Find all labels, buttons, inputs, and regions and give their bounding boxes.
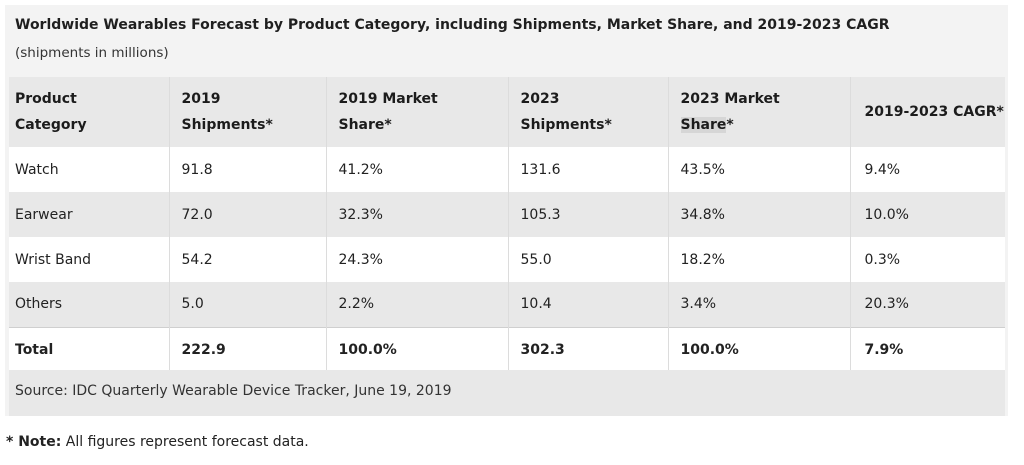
cell-2019-share: 41.2% xyxy=(325,147,508,192)
header-line: Category xyxy=(15,117,87,133)
cell-2019-share: 100.0% xyxy=(325,326,508,372)
header-line: Product xyxy=(15,91,77,107)
header-line: 2023 xyxy=(520,91,560,107)
cell-cagr: 20.3% xyxy=(849,282,1005,327)
header-2019-market-share: 2019 Market Share* xyxy=(325,77,508,147)
cell-category: Watch xyxy=(15,161,59,178)
header-line: 2019 Market xyxy=(338,91,438,107)
cell-2023-share: 100.0% xyxy=(667,326,850,372)
cell-2019-shipments: 54.2 xyxy=(168,237,326,282)
cell-cagr: 10.0% xyxy=(849,192,1005,237)
cell-2023-shipments: 302.3 xyxy=(507,326,668,372)
cell-2023-share: 3.4% xyxy=(667,282,850,327)
source-text: Source: IDC Quarterly Wearable Device Tr… xyxy=(15,383,452,399)
note-text: All figures represent forecast data. xyxy=(61,434,309,450)
table-row: Earwear 72.0 32.3% 105.3 34.8% 10.0% xyxy=(9,192,1005,237)
highlighted-text: Share xyxy=(680,117,727,133)
cell-2023-shipments: 55.0 xyxy=(507,237,668,282)
header-2019-shipments: 2019 Shipments* xyxy=(168,77,326,147)
source-band xyxy=(9,370,1005,416)
table-subtitle: (shipments in millions) xyxy=(15,45,169,61)
cell-cagr: 9.4% xyxy=(849,147,1005,192)
cell-cagr: 7.9% xyxy=(849,326,1005,372)
cell-category: Earwear xyxy=(15,206,73,223)
cell-2023-shipments: 131.6 xyxy=(507,147,668,192)
cell-2019-share: 32.3% xyxy=(325,192,508,237)
table-row: Others 5.0 2.2% 10.4 3.4% 20.3% xyxy=(9,282,1005,327)
header-line: Shipments* xyxy=(520,117,612,133)
cell-category: Total xyxy=(9,326,169,372)
cell-2019-share: 2.2% xyxy=(325,282,508,327)
header-line: 2023 Market xyxy=(680,91,780,107)
header-line: * xyxy=(726,117,734,133)
cell-2023-share: 34.8% xyxy=(667,192,850,237)
header-product-category: Product Category xyxy=(9,77,169,147)
header-line: Shipments* xyxy=(181,117,273,133)
cell-2019-share: 24.3% xyxy=(325,237,508,282)
table-title: Worldwide Wearables Forecast by Product … xyxy=(15,17,890,33)
header-line: Share* xyxy=(338,117,392,133)
cell-category: Others xyxy=(15,296,63,313)
forecast-table: Product Category 2019 Shipments* 2019 Ma… xyxy=(9,77,1005,372)
cell-2019-shipments: 222.9 xyxy=(168,326,326,372)
table-total-row: Total 222.9 100.0% 302.3 100.0% 7.9% xyxy=(9,326,1005,372)
cell-cagr: 0.3% xyxy=(849,237,1005,282)
header-2023-market-share: 2023 Market Share* xyxy=(667,77,850,147)
cell-2023-shipments: 105.3 xyxy=(507,192,668,237)
cell-2023-share: 18.2% xyxy=(667,237,850,282)
cell-2023-share: 43.5% xyxy=(667,147,850,192)
cell-2023-shipments: 10.4 xyxy=(507,282,668,327)
header-cagr: 2019-2023 CAGR* xyxy=(849,77,1005,147)
footnote: * Note: All figures represent forecast d… xyxy=(6,434,309,450)
table-row: Watch 91.8 41.2% 131.6 43.5% 9.4% xyxy=(9,147,1005,192)
note-label: * Note: xyxy=(6,434,62,450)
header-2023-shipments: 2023 Shipments* xyxy=(507,77,668,147)
forecast-card: Worldwide Wearables Forecast by Product … xyxy=(5,5,1008,416)
cell-2019-shipments: 5.0 xyxy=(168,282,326,327)
table-header-row: Product Category 2019 Shipments* 2019 Ma… xyxy=(9,77,1005,147)
cell-2019-shipments: 91.8 xyxy=(168,147,326,192)
header-line: 2019 xyxy=(181,91,221,107)
cell-category: Wrist Band xyxy=(15,251,92,268)
cell-2019-shipments: 72.0 xyxy=(168,192,326,237)
table-row: Wrist Band 54.2 24.3% 55.0 18.2% 0.3% xyxy=(9,237,1005,282)
